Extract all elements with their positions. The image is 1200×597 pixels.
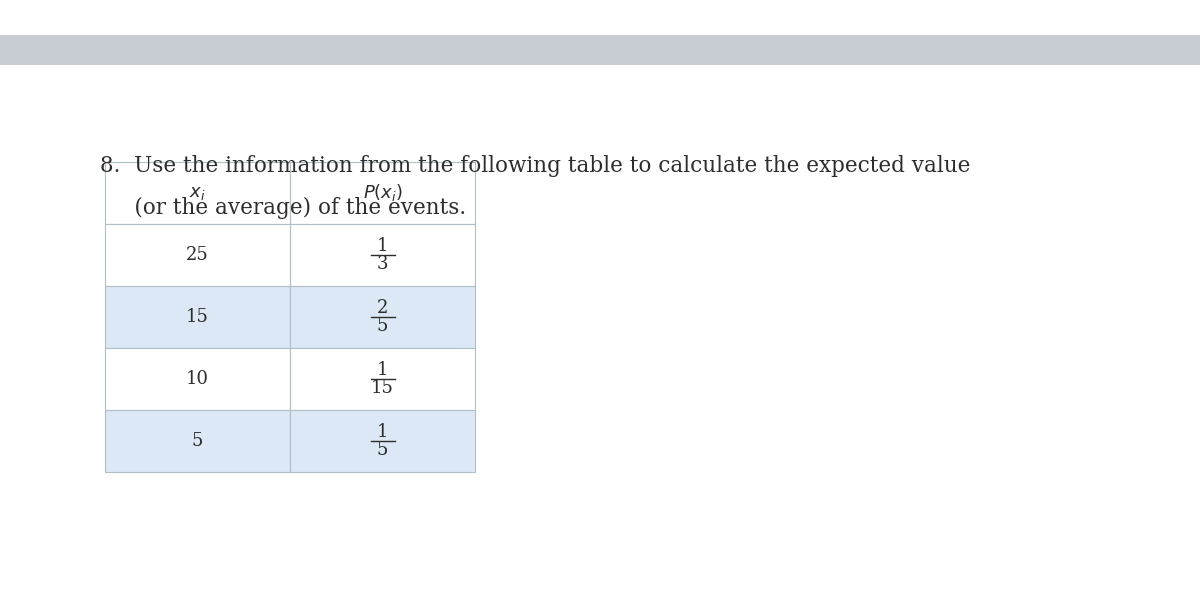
Bar [106, 162, 290, 224]
Text: 5: 5 [377, 441, 388, 459]
Text: 1: 1 [377, 237, 389, 255]
Text: (or the average) of the events.: (or the average) of the events. [100, 197, 466, 219]
Bar [290, 410, 475, 472]
Bar [0, 35, 1200, 65]
Bar [106, 410, 290, 472]
Text: 5: 5 [192, 432, 203, 450]
Text: 15: 15 [186, 308, 209, 326]
Text: 2: 2 [377, 299, 388, 317]
Text: 10: 10 [186, 370, 209, 388]
Bar [290, 224, 475, 286]
Text: 1: 1 [377, 361, 389, 379]
Text: 8.  Use the information from the following table to calculate the expected value: 8. Use the information from the followin… [100, 155, 971, 177]
Bar [290, 348, 475, 410]
Text: 3: 3 [377, 255, 389, 273]
Bar [290, 286, 475, 348]
Text: 25: 25 [186, 246, 209, 264]
Bar [290, 162, 475, 224]
Bar [106, 348, 290, 410]
Text: 15: 15 [371, 379, 394, 397]
Text: 5: 5 [377, 317, 388, 335]
Bar [106, 224, 290, 286]
Text: 1: 1 [377, 423, 389, 441]
Text: $\mathit{x}_i$: $\mathit{x}_i$ [190, 184, 205, 202]
Bar [106, 286, 290, 348]
Text: $\mathit{P}(\mathit{x}_i)$: $\mathit{P}(\mathit{x}_i)$ [362, 183, 402, 204]
